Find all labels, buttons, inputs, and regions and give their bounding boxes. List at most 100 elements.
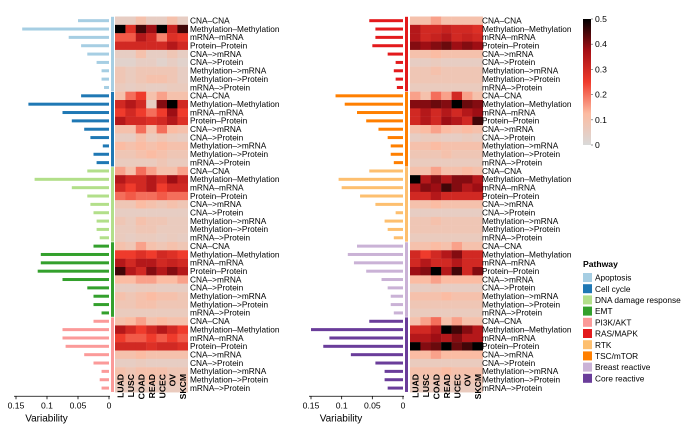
row-label: Methylation–>mRNA: [190, 141, 267, 151]
heatmap-cell: [167, 133, 178, 142]
heatmap-cell: [472, 325, 483, 334]
variability-bar: [338, 177, 403, 181]
heatmap-cell: [135, 375, 147, 385]
heatmap-cell: [451, 383, 463, 393]
heatmap-cell: [146, 317, 157, 326]
heatmap-cell: [135, 216, 147, 226]
heatmap-cell: [135, 258, 147, 268]
row-label: Methylation–Methylation: [482, 324, 572, 334]
heatmap-cell: [177, 41, 188, 51]
heatmap-cell: [167, 66, 178, 76]
heatmap-cell: [115, 100, 126, 109]
heatmap-cell: [177, 358, 188, 368]
heatmap-cell: [410, 325, 421, 334]
heatmap-cell: [420, 216, 431, 226]
heatmap-cell: [135, 141, 147, 151]
row-label: CNA–>Protein: [482, 208, 536, 218]
heatmap-cell: [451, 308, 463, 318]
heatmap-cell: [156, 208, 168, 218]
heatmap-cell: [167, 258, 178, 268]
heatmap-cell: [115, 150, 126, 159]
heatmap-cell: [125, 208, 136, 218]
heatmap-cell: [410, 108, 421, 117]
heatmap-cell: [115, 158, 126, 167]
row-label: Methylation–>mRNA: [482, 366, 559, 376]
heatmap-cell: [135, 108, 147, 117]
heatmap-cell: [156, 267, 168, 276]
heatmap-cell: [177, 108, 188, 117]
heatmap-cell: [167, 317, 178, 326]
heatmap-cell: [420, 41, 431, 51]
variability-bar: [101, 69, 109, 73]
heatmap-cell: [451, 150, 463, 159]
variability-bar: [375, 361, 403, 365]
heatmap-cell: [430, 317, 442, 326]
heatmap-cell: [441, 66, 452, 76]
heatmap-cell: [156, 158, 168, 167]
row-label: CNA–>Protein: [190, 132, 244, 142]
heatmap-cell: [451, 208, 463, 218]
heatmap-cell: [135, 116, 147, 126]
heatmap-cell: [146, 267, 157, 276]
heatmap-cell: [125, 233, 136, 243]
heatmap-cell: [146, 208, 157, 218]
pathway-strip: [405, 242, 408, 317]
row-label: Methylation–>mRNA: [190, 216, 267, 226]
heatmap-cell: [462, 141, 473, 151]
heatmap-cell: [135, 367, 147, 376]
heatmap-cell: [115, 141, 126, 151]
heatmap-cell: [430, 74, 442, 84]
heatmap-cell: [125, 74, 136, 84]
variability-bar: [393, 311, 403, 315]
heatmap-cell: [125, 166, 136, 176]
heatmap-cell: [146, 367, 157, 376]
heatmap-cell: [410, 16, 421, 26]
row-label: Protein–Protein: [190, 116, 248, 126]
heatmap-cell: [472, 275, 483, 284]
variability-bar: [71, 119, 109, 123]
pathway-strip: [405, 167, 408, 242]
heatmap-cell: [115, 108, 126, 117]
column-label: COAD: [137, 374, 147, 399]
row-label: Methylation–>Protein: [482, 74, 561, 84]
heatmap-cell: [472, 342, 483, 351]
heatmap-cell: [420, 141, 431, 151]
column-label: LUAD: [116, 374, 126, 398]
heatmap-cell: [420, 258, 431, 268]
row-label: Methylation–>Protein: [482, 224, 561, 234]
row-label: Methylation–>mRNA: [482, 216, 559, 226]
variability-bar: [378, 127, 403, 131]
heatmap-cell: [451, 133, 463, 142]
heatmap-cell: [177, 133, 188, 142]
variability-bar: [96, 219, 109, 223]
pathway-strip: [405, 317, 408, 392]
heatmap-cell: [115, 308, 126, 318]
heatmap-cell: [451, 58, 463, 67]
heatmap-cell: [472, 108, 483, 117]
heatmap-cell: [156, 275, 168, 284]
heatmap-cell: [177, 66, 188, 76]
heatmap-cell: [146, 191, 157, 201]
heatmap-cell: [135, 91, 147, 101]
heatmap-cell: [135, 225, 147, 234]
variability-bar: [393, 236, 403, 240]
heatmap-cell: [410, 166, 421, 176]
heatmap-cell: [441, 233, 452, 243]
heatmap-cell: [451, 116, 463, 126]
column-label: LUSC: [421, 374, 431, 397]
variability-bar: [375, 35, 403, 39]
heatmap-cell: [125, 49, 136, 59]
heatmap-cell: [430, 16, 442, 26]
heatmap-cell: [125, 367, 136, 376]
row-label: Methylation–>Protein: [482, 375, 561, 385]
heatmap-cell: [146, 125, 157, 134]
heatmap-cell: [410, 91, 421, 101]
heatmap-cell: [462, 333, 473, 343]
heatmap-cell: [410, 383, 421, 393]
heatmap-cell: [430, 66, 442, 76]
heatmap-cell: [451, 158, 463, 167]
heatmap-cell: [167, 308, 178, 318]
heatmap-cell: [125, 225, 136, 234]
variability-bar: [101, 77, 109, 81]
heatmap-cell: [420, 175, 431, 184]
